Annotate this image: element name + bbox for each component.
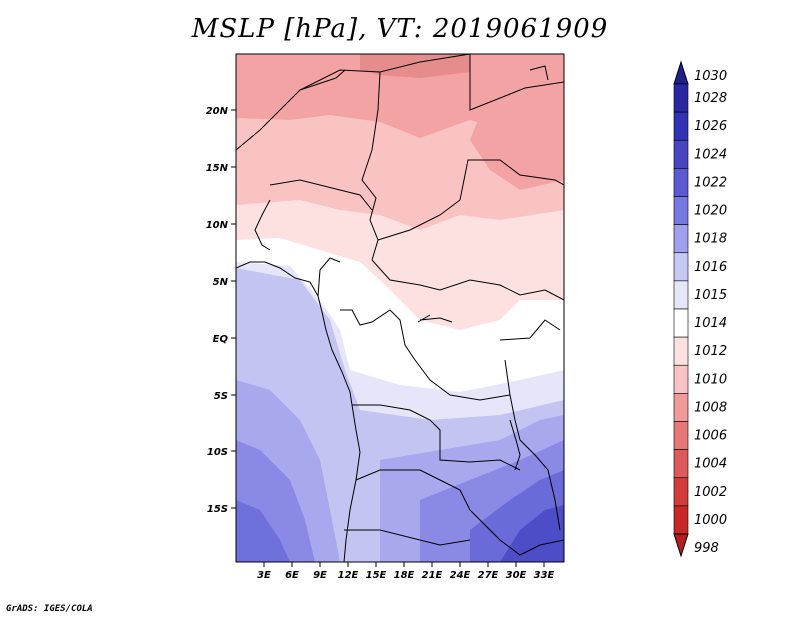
lon-label: 30E — [506, 570, 527, 581]
colorbar-segment — [673, 196, 689, 225]
lon-label: 24E — [450, 570, 471, 581]
lat-label: 5S — [214, 391, 228, 402]
lat-label: 10N — [206, 220, 229, 231]
colorbar-segment — [673, 364, 689, 394]
colorbar-label: 1015 — [694, 288, 727, 303]
colorbar-segment — [673, 83, 689, 113]
lon-axis: 3E 6E 9E 12E 15E 18E 21E 24E 27E 30E 33E — [257, 562, 555, 581]
lon-label: 6E — [285, 570, 299, 581]
colorbar-label: 1018 — [694, 232, 727, 247]
colorbar-segment — [673, 168, 689, 197]
pressure-field — [236, 54, 564, 562]
lat-axis: 20N 15N 10N 5N EQ 5S 10S 15S — [206, 106, 236, 515]
colorbar-label: 998 — [694, 541, 719, 556]
lat-label: 20N — [206, 106, 229, 117]
colorbar-segment — [673, 60, 689, 85]
colorbar-segment — [673, 280, 689, 310]
lon-label: 15E — [366, 570, 387, 581]
lon-label: 21E — [422, 570, 443, 581]
lon-label: 18E — [394, 570, 415, 581]
lat-label: 15S — [207, 504, 228, 515]
colorbar-label: 1016 — [694, 260, 727, 275]
colorbar-label: 1006 — [694, 429, 727, 444]
colorbar-label: 1026 — [694, 119, 727, 134]
colorbar-label: 1000 — [694, 513, 727, 528]
colorbar-label: 1012 — [694, 344, 727, 359]
colorbar: 1030 1028 1026 1024 1022 1020 1018 1016 1015 1014… — [673, 60, 727, 558]
colorbar-segment — [673, 139, 689, 169]
lon-label: 33E — [534, 570, 555, 581]
colorbar-segment — [673, 336, 689, 366]
colorbar-segment — [673, 308, 689, 338]
lon-label: 12E — [338, 570, 359, 581]
lon-label: 9E — [313, 570, 327, 581]
lat-label: 5N — [213, 277, 229, 288]
colorbar-label: 1004 — [694, 457, 727, 472]
map-title: MSLP [hPa], VT: 2019061909 — [191, 14, 609, 44]
lon-label: 3E — [257, 570, 271, 581]
footer-credit: GrADS: IGES/COLA — [6, 604, 93, 614]
borders — [236, 54, 564, 562]
colorbar-segment — [673, 393, 689, 422]
colorbar-segment — [673, 252, 689, 282]
colorbar-segment — [673, 505, 689, 535]
colorbar-label: 1022 — [694, 175, 727, 190]
colorbar-segment — [673, 477, 689, 507]
colorbar-segment — [673, 421, 689, 450]
map-frame — [235, 53, 565, 563]
colorbar-label: 1028 — [694, 91, 727, 106]
colorbar-segment — [673, 224, 689, 254]
colorbar-label: 1020 — [694, 204, 727, 219]
colorbar-label: 1010 — [694, 372, 727, 387]
colorbar-segment — [673, 111, 689, 141]
colorbar-label: 1014 — [694, 316, 727, 331]
colorbar-label: 1008 — [694, 400, 727, 415]
lon-label: 27E — [478, 570, 499, 581]
colorbar-label: 1024 — [694, 147, 727, 162]
colorbar-segment — [673, 533, 689, 558]
lat-label: EQ — [213, 334, 229, 345]
colorbar-segment — [673, 449, 689, 479]
colorbar-label: 1030 — [694, 69, 727, 84]
lat-label: 10S — [207, 447, 228, 458]
lat-label: 15N — [206, 163, 229, 174]
colorbar-label: 1002 — [694, 485, 727, 500]
